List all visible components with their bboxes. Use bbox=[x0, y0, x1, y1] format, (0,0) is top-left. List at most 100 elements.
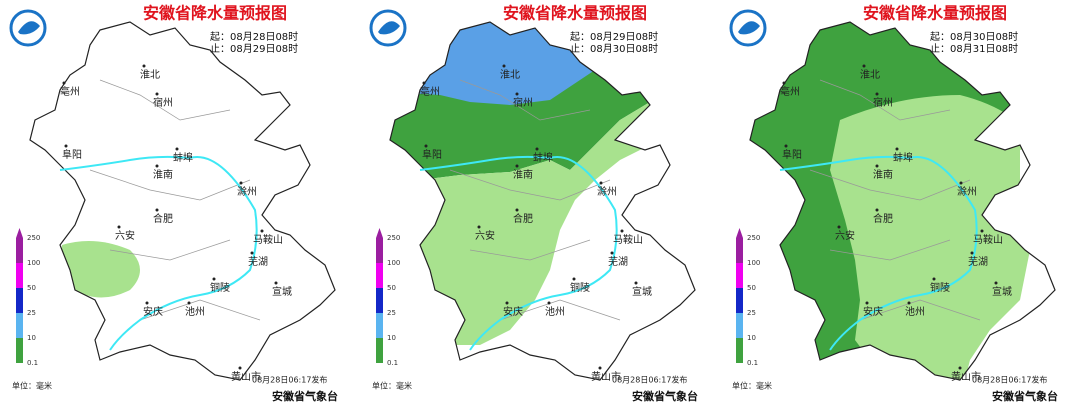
city-label: 合肥 bbox=[153, 212, 173, 225]
city-dot bbox=[62, 81, 66, 85]
city-label: 宿州 bbox=[513, 96, 533, 109]
city-dot bbox=[865, 301, 869, 305]
city-dot bbox=[187, 301, 191, 305]
logo-mark bbox=[738, 21, 760, 35]
legend-unit: 单位：毫米 bbox=[732, 381, 772, 391]
province-outline bbox=[749, 21, 1056, 381]
city-label: 池州 bbox=[905, 305, 925, 318]
legend-tick: 0.1 bbox=[27, 359, 38, 367]
city-dot bbox=[875, 92, 879, 96]
city-dot bbox=[782, 81, 786, 85]
city-dot bbox=[250, 251, 254, 255]
legend-unit: 单位：毫米 bbox=[372, 381, 412, 391]
legend-swatch bbox=[16, 288, 23, 313]
city-label: 亳州 bbox=[780, 85, 800, 98]
city-label: 蚌埠 bbox=[173, 151, 193, 164]
agency: 安徽省气象台 bbox=[272, 389, 338, 403]
forecast-panel: 安徽省降水量预报图 起：08月28日08时 止：08月29日08时 淮北 宿州 亳州 阜阳 蚌… bbox=[0, 0, 360, 411]
legend-swatch bbox=[736, 313, 743, 338]
city-label: 六安 bbox=[115, 229, 135, 242]
start-time: 起：08月30日08时 bbox=[930, 31, 1018, 43]
start-time: 起：08月28日08时 bbox=[210, 31, 298, 43]
legend-tick: 250 bbox=[27, 234, 40, 242]
forecast-panel: 安徽省降水量预报图 起：08月29日08时 止：08月30日08时 淮北 宿州 亳州 阜阳 蚌… bbox=[360, 0, 720, 411]
province-outline bbox=[389, 21, 696, 381]
city-label: 黄山市 bbox=[591, 370, 621, 383]
city-label: 淮南 bbox=[513, 168, 533, 181]
city-label: 滁州 bbox=[237, 185, 257, 198]
legend-tick: 25 bbox=[27, 309, 36, 317]
city-label: 宿州 bbox=[873, 96, 893, 109]
city-dot bbox=[599, 181, 603, 185]
legend-tick: 50 bbox=[747, 284, 756, 292]
city-dot bbox=[572, 277, 576, 281]
city-dot bbox=[970, 251, 974, 255]
county-borders bbox=[809, 79, 981, 321]
legend-swatch bbox=[376, 313, 383, 338]
issue-time: 08月28日06:17发布 bbox=[252, 375, 327, 385]
legend-swatch bbox=[736, 288, 743, 313]
legend-tick: 0.1 bbox=[387, 359, 398, 367]
city-label: 滁州 bbox=[957, 185, 977, 198]
city-label: 池州 bbox=[185, 305, 205, 318]
city-dot bbox=[212, 277, 216, 281]
city-label: 宣城 bbox=[992, 285, 1012, 298]
legend-arrow bbox=[16, 228, 23, 238]
legend-arrow bbox=[376, 228, 383, 238]
city-label: 淮北 bbox=[860, 69, 880, 81]
city-label: 芜湖 bbox=[608, 255, 628, 268]
city-label: 蚌埠 bbox=[533, 151, 553, 164]
city-dot bbox=[422, 81, 426, 85]
city-dot bbox=[598, 366, 602, 370]
city-label: 合肥 bbox=[873, 212, 893, 225]
end-time: 止：08月29日08时 bbox=[210, 43, 298, 55]
legend-tick: 100 bbox=[747, 259, 760, 267]
logo-mark bbox=[18, 21, 40, 35]
city-dot bbox=[862, 64, 866, 68]
city-label: 宿州 bbox=[153, 96, 173, 109]
city-dot bbox=[142, 64, 146, 68]
legend-swatch bbox=[376, 263, 383, 288]
panel-title: 安徽省降水量预报图 bbox=[143, 4, 287, 23]
legend-swatch bbox=[376, 288, 383, 313]
legend-tick: 10 bbox=[747, 334, 756, 342]
city-dot bbox=[875, 208, 879, 212]
legend-tick: 50 bbox=[27, 284, 36, 292]
city-dot bbox=[175, 147, 179, 151]
legend-tick: 10 bbox=[387, 334, 396, 342]
city-label: 黄山市 bbox=[231, 370, 261, 383]
city-dot bbox=[634, 281, 638, 285]
legend-swatch bbox=[736, 263, 743, 288]
legend-swatch bbox=[16, 263, 23, 288]
legend-tick: 100 bbox=[27, 259, 40, 267]
city-dot bbox=[907, 301, 911, 305]
city-label: 蚌埠 bbox=[893, 151, 913, 164]
city-label: 铜陵 bbox=[570, 282, 590, 294]
city-label: 安庆 bbox=[863, 305, 883, 318]
city-dot bbox=[238, 366, 242, 370]
legend-tick: 25 bbox=[747, 309, 756, 317]
city-dot bbox=[620, 229, 624, 233]
city-dot bbox=[875, 164, 879, 168]
forecast-panel: 安徽省降水量预报图 起：08月30日08时 止：08月31日08时 淮北 宿州 亳州 阜阳 蚌… bbox=[720, 0, 1080, 411]
city-label: 淮南 bbox=[873, 168, 893, 181]
city-label: 亳州 bbox=[60, 85, 80, 98]
city-label: 池州 bbox=[545, 305, 565, 318]
city-label: 安庆 bbox=[143, 305, 163, 318]
city-label: 六安 bbox=[835, 229, 855, 242]
city-label: 亳州 bbox=[420, 85, 440, 98]
city-label: 马鞍山 bbox=[613, 233, 643, 246]
city-dot bbox=[239, 181, 243, 185]
legend-swatch bbox=[736, 338, 743, 363]
city-dot bbox=[547, 301, 551, 305]
city-dot bbox=[505, 301, 509, 305]
city-dot bbox=[477, 225, 481, 229]
city-dot bbox=[424, 144, 428, 148]
agency: 安徽省气象台 bbox=[992, 389, 1058, 403]
city-label: 合肥 bbox=[513, 212, 533, 225]
city-dot bbox=[117, 225, 121, 229]
city-label: 马鞍山 bbox=[973, 233, 1003, 246]
city-label: 滁州 bbox=[597, 185, 617, 198]
